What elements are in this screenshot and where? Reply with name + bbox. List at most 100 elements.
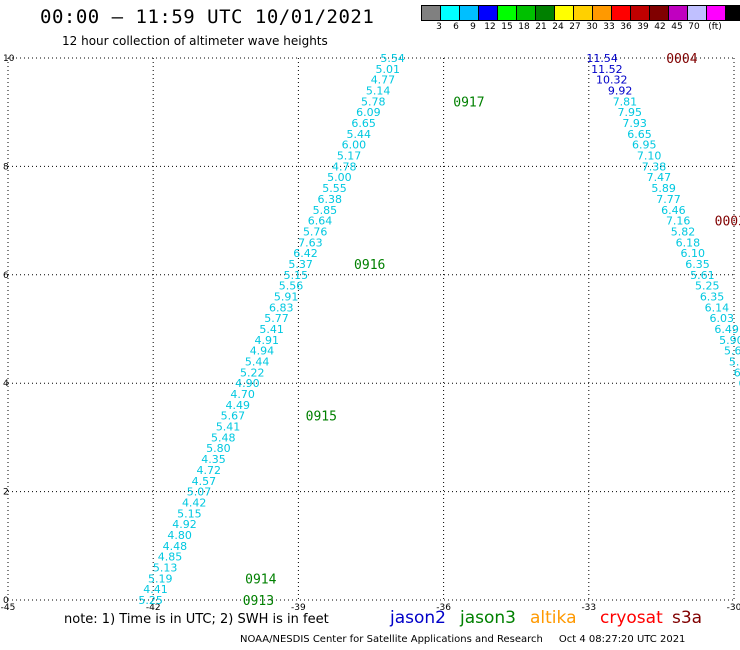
track-time-label: 0917 — [453, 95, 484, 110]
legend-label: (ft) — [708, 22, 722, 32]
y-tick-label: 10 — [3, 54, 15, 64]
wave-height-point-jason3: 4.70 — [230, 388, 255, 401]
wave-height-point-jason3: 6.09 — [356, 106, 381, 119]
y-tick-label: 2 — [3, 488, 9, 498]
wave-height-point-s3a: 9.92 — [608, 85, 633, 98]
wave-height-point-jason3: 4.90 — [235, 377, 260, 390]
wave-height-point-s3a: 7.10 — [637, 150, 662, 163]
footer: NOAA/NESDIS Center for Satellite Applica… — [240, 634, 685, 645]
legend-label: 27 — [569, 22, 581, 32]
wave-height-point-jason3: 5.15 — [284, 269, 309, 282]
wave-height-point-s3a: 6.46 — [661, 204, 686, 217]
wave-height-point-jason3: 5.19 — [148, 572, 173, 585]
wave-height-point-s3a: 5.63 — [724, 345, 740, 358]
wave-height-point-jason3: 5.55 — [322, 182, 347, 195]
legend-label: 9 — [470, 22, 476, 32]
wave-height-point-jason3: 5.01 — [376, 63, 401, 76]
x-tick-label: -45 — [1, 603, 16, 613]
legend-label: 15 — [501, 22, 513, 32]
track-time-label: 0915 — [306, 410, 337, 425]
legend-label: 24 — [552, 22, 564, 32]
wave-height-point-jason3: 4.78 — [332, 160, 357, 173]
track-time-label: 0914 — [245, 572, 276, 587]
legend-label: 18 — [518, 22, 530, 32]
satellite-legend-altika: altika — [530, 608, 577, 628]
wave-height-point-jason3: 6.00 — [342, 139, 367, 152]
wave-height-point-s3a: 5.90 — [719, 334, 740, 347]
wave-height-point-jason3: 5.91 — [274, 290, 299, 303]
color-scale-labels: 3 6 9 12 15 18 21 24 27 30 33 36 39 42 45 70 (ft) — [422, 22, 740, 34]
wave-height-point-jason3: 5.00 — [327, 171, 352, 184]
wave-height-point-s3a: 7.38 — [642, 160, 667, 173]
wave-height-point-jason3: 4.41 — [143, 583, 168, 596]
wave-height-point-jason3: 5.14 — [366, 85, 391, 98]
wave-height-point-jason3: 5.07 — [187, 486, 212, 499]
units-note: note: 1) Time is in UTC; 2) SWH is in fe… — [64, 612, 329, 627]
wave-height-point-jason3: 4.42 — [182, 496, 207, 509]
wave-height-point-jason3: 5.76 — [303, 225, 328, 238]
legend-label: 33 — [603, 22, 615, 32]
color-scale-legend — [421, 5, 740, 21]
wave-height-point-jason3: 5.37 — [288, 258, 313, 271]
wave-height-point-jason3: 5.25 — [138, 594, 163, 607]
wave-height-point-jason3: 5.56 — [279, 280, 304, 293]
satellite-legend-cryosat: cryosat — [600, 608, 663, 628]
wave-height-point-jason3: 5.41 — [216, 421, 241, 434]
wave-height-point-jason3: 5.17 — [337, 150, 362, 163]
wave-height-point-s3a: 10.32 — [596, 74, 628, 87]
wave-height-point-s3a: 7.95 — [618, 106, 643, 119]
track-time-label: 0913 — [243, 594, 274, 609]
legend-label: 6 — [453, 22, 459, 32]
track-time-label: 0004 — [666, 52, 697, 67]
wave-height-point-s3a: 7.93 — [622, 117, 647, 130]
wave-height-point-jason3: 4.91 — [255, 334, 280, 347]
wave-height-point-jason3: 4.80 — [167, 529, 192, 542]
wave-height-point-jason3: 6.38 — [317, 193, 342, 206]
chart-title: 00:00 – 11:59 UTC 10/01/2021 — [40, 6, 375, 28]
wave-height-point-jason3: 7.63 — [298, 236, 323, 249]
wave-height-point-jason3: 4.49 — [226, 399, 251, 412]
legend-label: 36 — [620, 22, 632, 32]
y-tick-label: 4 — [3, 379, 9, 389]
wave-height-point-jason3: 5.13 — [153, 561, 178, 574]
wave-height-point-jason3: 4.35 — [201, 453, 226, 466]
footer-credit: NOAA/NESDIS Center for Satellite Applica… — [240, 634, 543, 645]
wave-height-point-jason3: 5.41 — [259, 323, 284, 336]
wave-height-point-jason3: 4.94 — [250, 345, 275, 358]
x-tick-label: -39 — [291, 603, 306, 613]
wave-height-point-s3a: 6.35 — [685, 258, 710, 271]
x-tick-label: -42 — [146, 603, 161, 613]
satellite-legend-s3a: s3a — [672, 608, 703, 628]
wave-height-point-s3a: 5.25 — [695, 280, 720, 293]
legend-swatch — [725, 5, 740, 21]
satellite-legend-jason2: jason2 — [390, 608, 446, 628]
wave-height-point-s3a: 6.03 — [710, 312, 735, 325]
footer-timestamp: Oct 4 08:27:20 UTC 2021 — [558, 634, 686, 645]
wave-height-point-s3a: 6.65 — [627, 128, 652, 141]
wave-height-point-s3a: 7.47 — [647, 171, 672, 184]
wave-height-point-s3a: 7.16 — [666, 215, 691, 228]
x-tick-label: -36 — [436, 603, 451, 613]
legend-label: 42 — [654, 22, 666, 32]
track-time-label: 0916 — [354, 258, 385, 273]
wave-height-point-jason3: 5.15 — [177, 507, 202, 520]
wave-height-point-jason3: 6.65 — [351, 117, 376, 130]
wave-height-point-jason3: 5.78 — [361, 95, 386, 108]
wave-height-point-jason3: 5.80 — [206, 442, 231, 455]
wave-height-point-jason3: 5.22 — [240, 366, 265, 379]
legend-label: 70 — [688, 22, 700, 32]
wave-height-point-s3a: 5.68 — [729, 356, 740, 369]
wave-height-point-s3a: 11.52 — [591, 63, 623, 76]
wave-height-point-jason3: 6.64 — [308, 215, 333, 228]
legend-label: 3 — [436, 22, 442, 32]
wave-height-point-s3a: 7.81 — [613, 95, 638, 108]
wave-height-point-s3a: 5.82 — [671, 225, 696, 238]
legend-label: 39 — [637, 22, 649, 32]
legend-label: 30 — [586, 22, 598, 32]
legend-label: 12 — [484, 22, 496, 32]
wave-height-point-jason3: 4.77 — [371, 74, 396, 87]
wave-height-point-jason3: 5.48 — [211, 431, 236, 444]
chart-subtitle: 12 hour collection of altimeter wave hei… — [62, 34, 328, 48]
y-tick-label: 0 — [3, 596, 9, 606]
